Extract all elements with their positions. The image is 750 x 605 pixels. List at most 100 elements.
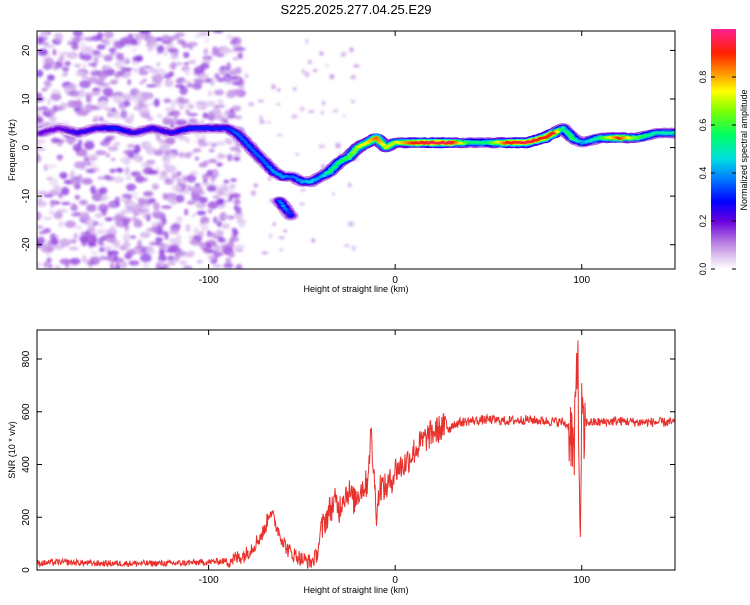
chart-title: S225.2025.277.04.25.E29 — [280, 2, 431, 17]
noise-blob — [227, 153, 233, 162]
noise-blob — [223, 179, 230, 184]
noise-blob — [88, 241, 97, 247]
noise-blob — [54, 32, 64, 42]
noise-blob — [102, 65, 110, 71]
spectral-blob — [279, 201, 284, 205]
noise-blob — [54, 264, 61, 269]
noise-blob — [90, 250, 99, 256]
noise-blob — [49, 178, 59, 187]
spectral-blob — [672, 131, 675, 134]
noise-blob — [85, 168, 96, 174]
y-tick-label: 20 — [21, 44, 32, 56]
noise-blob — [304, 71, 310, 78]
snr-panel: -100 0 100 0 200 400 600 800 Height of straigh… — [7, 329, 676, 595]
noise-blob — [60, 187, 70, 196]
noise-blob — [83, 36, 96, 42]
noise-blob — [228, 251, 235, 258]
noise-blob — [52, 48, 57, 56]
noise-blob — [217, 198, 225, 206]
branch-track — [271, 196, 299, 221]
noise-blob — [108, 202, 117, 209]
noise-blob — [114, 73, 121, 78]
noise-blob — [217, 237, 226, 243]
noise-blob — [146, 116, 154, 121]
noise-blob — [171, 184, 182, 192]
noise-blob — [278, 236, 285, 239]
y-tick-label: 400 — [21, 456, 32, 473]
noise-blob — [97, 176, 105, 180]
noise-blob — [81, 177, 93, 185]
noise-blob — [74, 63, 81, 68]
noise-blob — [100, 39, 107, 43]
noise-blob — [166, 112, 177, 116]
noise-blob — [125, 176, 132, 180]
noise-blob — [207, 255, 216, 261]
noise-blob — [81, 254, 86, 263]
noise-blob — [203, 48, 209, 55]
noise-blob — [115, 263, 121, 269]
noise-blob — [180, 80, 192, 84]
noise-blob — [217, 204, 225, 209]
noise-blob — [128, 260, 140, 266]
noise-blob — [196, 80, 206, 84]
noise-blob — [340, 53, 346, 57]
noise-blob — [110, 157, 116, 162]
noise-blob — [282, 229, 288, 233]
noise-blob — [194, 156, 199, 161]
noise-blob — [353, 64, 360, 68]
noise-blob — [216, 77, 227, 83]
noise-blob — [37, 69, 44, 78]
noise-blob — [49, 116, 58, 122]
noise-blob — [153, 202, 160, 211]
noise-blob — [38, 196, 43, 203]
noise-blob — [123, 100, 131, 107]
noise-blob — [350, 99, 356, 104]
x-tick-label: 100 — [573, 575, 590, 586]
noise-blob — [176, 234, 182, 242]
noise-blob — [185, 138, 190, 144]
noise-blob — [129, 113, 135, 122]
noise-blob — [37, 116, 44, 125]
noise-blob — [142, 65, 153, 69]
noise-blob — [142, 78, 147, 83]
noise-blob — [211, 232, 216, 239]
noise-blob — [72, 31, 83, 37]
noise-blob — [272, 222, 276, 227]
noise-blob — [138, 103, 149, 108]
noise-blob — [174, 62, 183, 66]
noise-blob — [84, 141, 95, 150]
spectral-blob — [243, 141, 249, 144]
noise-blob — [64, 60, 71, 67]
noise-blob — [74, 225, 83, 230]
noise-blob — [189, 44, 194, 50]
noise-blob — [140, 253, 152, 263]
noise-blob — [94, 212, 103, 219]
noise-blob — [98, 82, 111, 87]
noise-blob — [73, 106, 81, 113]
noise-blob — [186, 174, 197, 183]
noise-blob — [43, 261, 49, 268]
noise-blob — [146, 84, 157, 88]
noise-blob — [133, 105, 142, 111]
noise-blob — [86, 162, 91, 166]
x-tick-label: -100 — [199, 575, 219, 586]
noise-blob — [230, 193, 241, 199]
noise-blob — [75, 99, 82, 108]
noise-blob — [123, 149, 135, 155]
noise-blob — [80, 211, 90, 221]
noise-blob — [57, 139, 65, 144]
noise-blob — [163, 158, 171, 167]
noise-blob — [71, 41, 78, 50]
noise-blob — [71, 179, 79, 186]
noise-blob — [109, 168, 116, 173]
noise-blob — [116, 168, 124, 173]
noise-blob — [156, 45, 165, 54]
noise-blob — [185, 224, 191, 232]
colorbar-tick-label: 0.4 — [698, 167, 708, 180]
noise-blob — [168, 244, 180, 251]
colorbar-tick-label: 0.0 — [698, 263, 708, 276]
spectrogram-y-label: Frequency (Hz) — [7, 119, 17, 181]
noise-blob — [129, 235, 137, 239]
noise-blob — [85, 94, 92, 103]
noise-blob — [187, 113, 199, 117]
